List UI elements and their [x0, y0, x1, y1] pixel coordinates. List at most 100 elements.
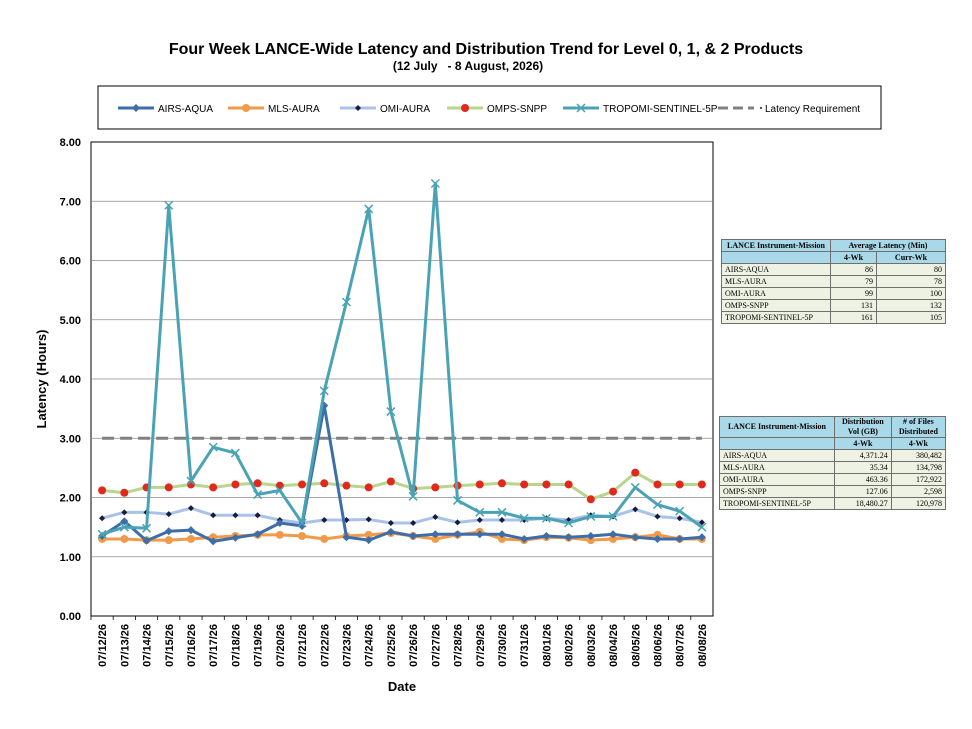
header-curr-wk: Curr-Wk	[876, 251, 946, 264]
data-point	[297, 518, 307, 528]
row-curr: 80	[876, 263, 946, 276]
data-point	[564, 480, 573, 489]
data-point	[121, 509, 128, 516]
x-tick-label: 07/13/26	[119, 624, 131, 667]
data-point	[365, 516, 372, 523]
data-point	[652, 500, 662, 510]
table-row: OMI-AURA 99 100	[721, 287, 946, 300]
x-tick-label: 08/08/26	[697, 624, 709, 667]
table-row: MLS-AURA 35.34 134,798	[719, 461, 947, 474]
data-point	[586, 536, 595, 545]
row-files: 172,922	[890, 473, 947, 486]
data-point	[475, 530, 484, 539]
data-point	[609, 487, 618, 496]
row-name: OMI-AURA	[721, 287, 831, 300]
data-point	[187, 505, 194, 512]
data-point	[431, 530, 440, 539]
row-4wk: 161	[829, 311, 878, 324]
data-point	[364, 536, 373, 545]
data-point	[497, 507, 507, 517]
data-point	[320, 534, 329, 543]
data-point	[675, 480, 684, 489]
x-tick-label: 07/29/26	[475, 624, 487, 667]
data-point	[697, 533, 706, 542]
y-tick-label: 1.00	[60, 552, 81, 564]
x-tick-label: 07/26/26	[408, 624, 420, 667]
row-vol: 4,371.24	[834, 449, 892, 462]
data-point	[364, 530, 373, 539]
series-lines	[97, 178, 707, 546]
x-axis-label: Date	[388, 679, 416, 694]
data-point	[497, 530, 506, 539]
y-tick-label: 6.00	[60, 256, 81, 268]
row-vol: 35.34	[834, 461, 892, 474]
data-point	[609, 534, 618, 543]
row-name: MLS-AURA	[719, 461, 835, 474]
table-row: MLS-AURA 79 78	[721, 275, 946, 288]
data-point	[608, 511, 618, 521]
data-point	[164, 200, 174, 210]
data-point	[520, 534, 529, 543]
x-tick-label: 07/20/26	[275, 624, 287, 667]
data-point	[654, 513, 661, 520]
header-files-distributed: # of Files Distributed	[890, 416, 947, 438]
y-tick-label: 4.00	[60, 374, 81, 386]
data-point	[386, 527, 395, 536]
x-tick-label: 07/24/26	[364, 624, 376, 667]
legend: AIRS-AQUA MLS-AURA OMI-AURA OMPS-SNPP TROPOM…	[97, 85, 882, 130]
data-point	[698, 519, 705, 526]
series-line	[101, 471, 702, 501]
row-name: AIRS-AQUA	[721, 263, 831, 276]
row-name: MLS-AURA	[721, 275, 831, 288]
data-point	[564, 533, 573, 542]
data-point	[631, 533, 640, 542]
data-point	[410, 519, 417, 526]
data-point	[165, 511, 172, 518]
x-tick-label: 08/07/26	[675, 624, 687, 667]
data-point	[454, 519, 461, 526]
data-point	[98, 486, 107, 495]
x-tick-label: 08/04/26	[608, 624, 620, 667]
data-point	[319, 386, 329, 396]
data-point	[632, 506, 639, 513]
x-tick-label: 07/15/26	[164, 624, 176, 667]
data-point	[164, 527, 173, 536]
header-4wk: 4-Wk	[829, 251, 878, 264]
data-point	[432, 514, 439, 521]
row-curr: 78	[876, 275, 946, 288]
data-point	[631, 468, 640, 477]
row-name: TROPOMI-SENTINEL-5P	[721, 311, 831, 324]
data-point	[697, 522, 707, 532]
row-name: AIRS-AQUA	[719, 449, 835, 462]
row-4wk: 131	[829, 299, 878, 312]
data-point	[475, 507, 485, 517]
data-point	[586, 495, 595, 504]
data-point	[186, 526, 195, 535]
data-point	[298, 532, 307, 541]
data-point	[453, 495, 463, 505]
table-row: TROPOMI-SENTINEL-5P 18,480.27 120,978	[719, 497, 947, 510]
row-vol: 18,480.27	[834, 497, 892, 510]
x-tick-label: 07/21/26	[297, 624, 309, 667]
chart-subtitle: (12 July - 8 August, 2026)	[393, 59, 543, 73]
row-files: 380,482	[890, 449, 947, 462]
data-point	[542, 532, 551, 541]
data-point	[520, 480, 529, 489]
data-point	[497, 534, 506, 543]
row-curr: 132	[876, 299, 946, 312]
header-files-4wk: 4-Wk	[890, 437, 947, 450]
data-point	[387, 519, 394, 526]
data-point	[653, 530, 662, 539]
data-point	[119, 522, 129, 532]
y-tick-label: 2.00	[60, 493, 81, 505]
legend-label: Latency Requirement	[765, 104, 860, 115]
x-tick-label: 07/18/26	[230, 624, 242, 667]
legend-label: OMPS-SNPP	[487, 104, 547, 115]
data-point	[408, 491, 418, 501]
data-point	[164, 536, 173, 545]
header-blank	[719, 437, 835, 450]
chart-title: Four Week LANCE-Wide Latency and Distrib…	[169, 41, 803, 58]
data-point	[341, 297, 351, 307]
data-point	[653, 480, 662, 489]
